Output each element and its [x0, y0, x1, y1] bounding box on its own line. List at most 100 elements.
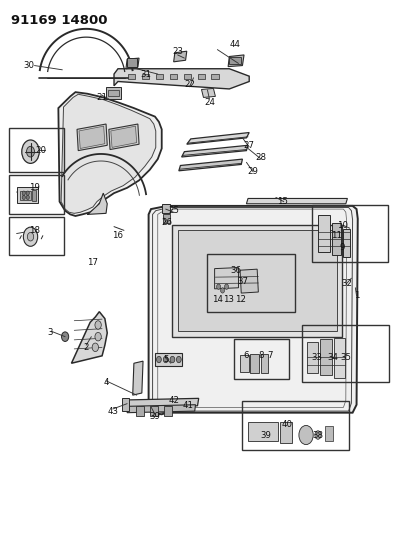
Bar	[164, 406, 172, 416]
Polygon shape	[228, 55, 244, 67]
Text: 12: 12	[235, 295, 245, 304]
Polygon shape	[174, 51, 187, 62]
Text: 17: 17	[87, 258, 98, 266]
Circle shape	[28, 232, 34, 241]
Text: 18: 18	[29, 226, 40, 235]
Bar	[10, 174, 64, 214]
Bar	[343, 229, 350, 257]
Circle shape	[225, 284, 229, 289]
Circle shape	[24, 227, 38, 246]
Polygon shape	[126, 398, 199, 407]
Polygon shape	[187, 133, 249, 144]
Circle shape	[163, 357, 168, 363]
Bar	[10, 216, 64, 255]
Circle shape	[156, 357, 161, 363]
Text: 35: 35	[340, 353, 352, 362]
Circle shape	[27, 147, 34, 157]
Bar	[155, 353, 182, 367]
Circle shape	[92, 343, 99, 352]
Bar	[251, 354, 259, 373]
Text: 41: 41	[183, 401, 194, 410]
Polygon shape	[18, 187, 38, 203]
Text: 26: 26	[162, 219, 172, 228]
Text: 8: 8	[259, 351, 264, 360]
Bar	[235, 340, 289, 379]
Bar	[198, 74, 205, 79]
Circle shape	[170, 357, 175, 363]
Text: 6: 6	[244, 351, 249, 360]
Text: 33: 33	[311, 353, 322, 362]
Bar	[248, 422, 278, 441]
Polygon shape	[178, 230, 337, 332]
Polygon shape	[71, 312, 107, 364]
Bar	[184, 74, 191, 79]
Bar	[280, 422, 292, 443]
Text: 34: 34	[327, 353, 338, 362]
Bar	[312, 205, 388, 262]
Polygon shape	[61, 94, 156, 213]
Bar	[122, 398, 129, 411]
Text: 4: 4	[103, 378, 109, 387]
Polygon shape	[111, 126, 137, 148]
Bar	[156, 74, 163, 79]
Polygon shape	[247, 198, 348, 204]
Bar	[320, 340, 332, 375]
Text: 23: 23	[172, 47, 183, 56]
Text: 37: 37	[237, 277, 248, 286]
Bar	[20, 191, 31, 199]
Bar	[318, 215, 330, 252]
Text: 30: 30	[23, 61, 34, 70]
Text: 13: 13	[223, 295, 234, 304]
Polygon shape	[201, 88, 215, 98]
Text: 25: 25	[168, 206, 179, 215]
Bar	[240, 355, 249, 372]
Circle shape	[95, 333, 101, 341]
Polygon shape	[179, 159, 243, 171]
Text: 19: 19	[29, 183, 40, 192]
Bar	[106, 87, 121, 99]
Bar	[10, 128, 64, 172]
Polygon shape	[79, 126, 105, 149]
Circle shape	[299, 425, 313, 445]
Bar	[150, 406, 158, 416]
Text: 20: 20	[35, 146, 46, 155]
Bar	[307, 342, 318, 373]
Polygon shape	[109, 124, 139, 150]
Polygon shape	[182, 146, 248, 157]
Polygon shape	[240, 269, 258, 293]
Bar	[127, 58, 137, 67]
Text: 39: 39	[150, 412, 160, 421]
Text: 28: 28	[256, 153, 267, 162]
Text: 11: 11	[331, 231, 342, 240]
Bar	[302, 325, 389, 382]
Bar	[207, 254, 295, 312]
Circle shape	[221, 288, 225, 293]
Bar	[334, 338, 345, 378]
Polygon shape	[126, 58, 139, 69]
Polygon shape	[172, 225, 342, 337]
Circle shape	[315, 431, 321, 439]
Bar	[243, 401, 349, 450]
Text: 40: 40	[281, 421, 292, 430]
Circle shape	[95, 321, 101, 329]
Bar	[261, 354, 268, 373]
Text: 3: 3	[47, 328, 53, 337]
Circle shape	[22, 195, 26, 199]
Circle shape	[61, 332, 69, 342]
Bar	[163, 214, 170, 223]
Text: 36: 36	[231, 266, 241, 275]
Text: 43: 43	[107, 407, 119, 416]
Text: 42: 42	[168, 396, 179, 405]
Bar	[142, 74, 149, 79]
Text: 29: 29	[248, 167, 259, 176]
Bar	[162, 204, 170, 213]
Polygon shape	[127, 405, 196, 413]
Polygon shape	[148, 206, 358, 414]
Text: 7: 7	[267, 351, 273, 360]
Polygon shape	[215, 268, 239, 289]
Text: 27: 27	[244, 141, 255, 150]
Text: 31: 31	[140, 70, 151, 78]
Text: 44: 44	[230, 40, 241, 49]
Text: 14: 14	[212, 295, 223, 304]
Bar	[325, 426, 333, 441]
